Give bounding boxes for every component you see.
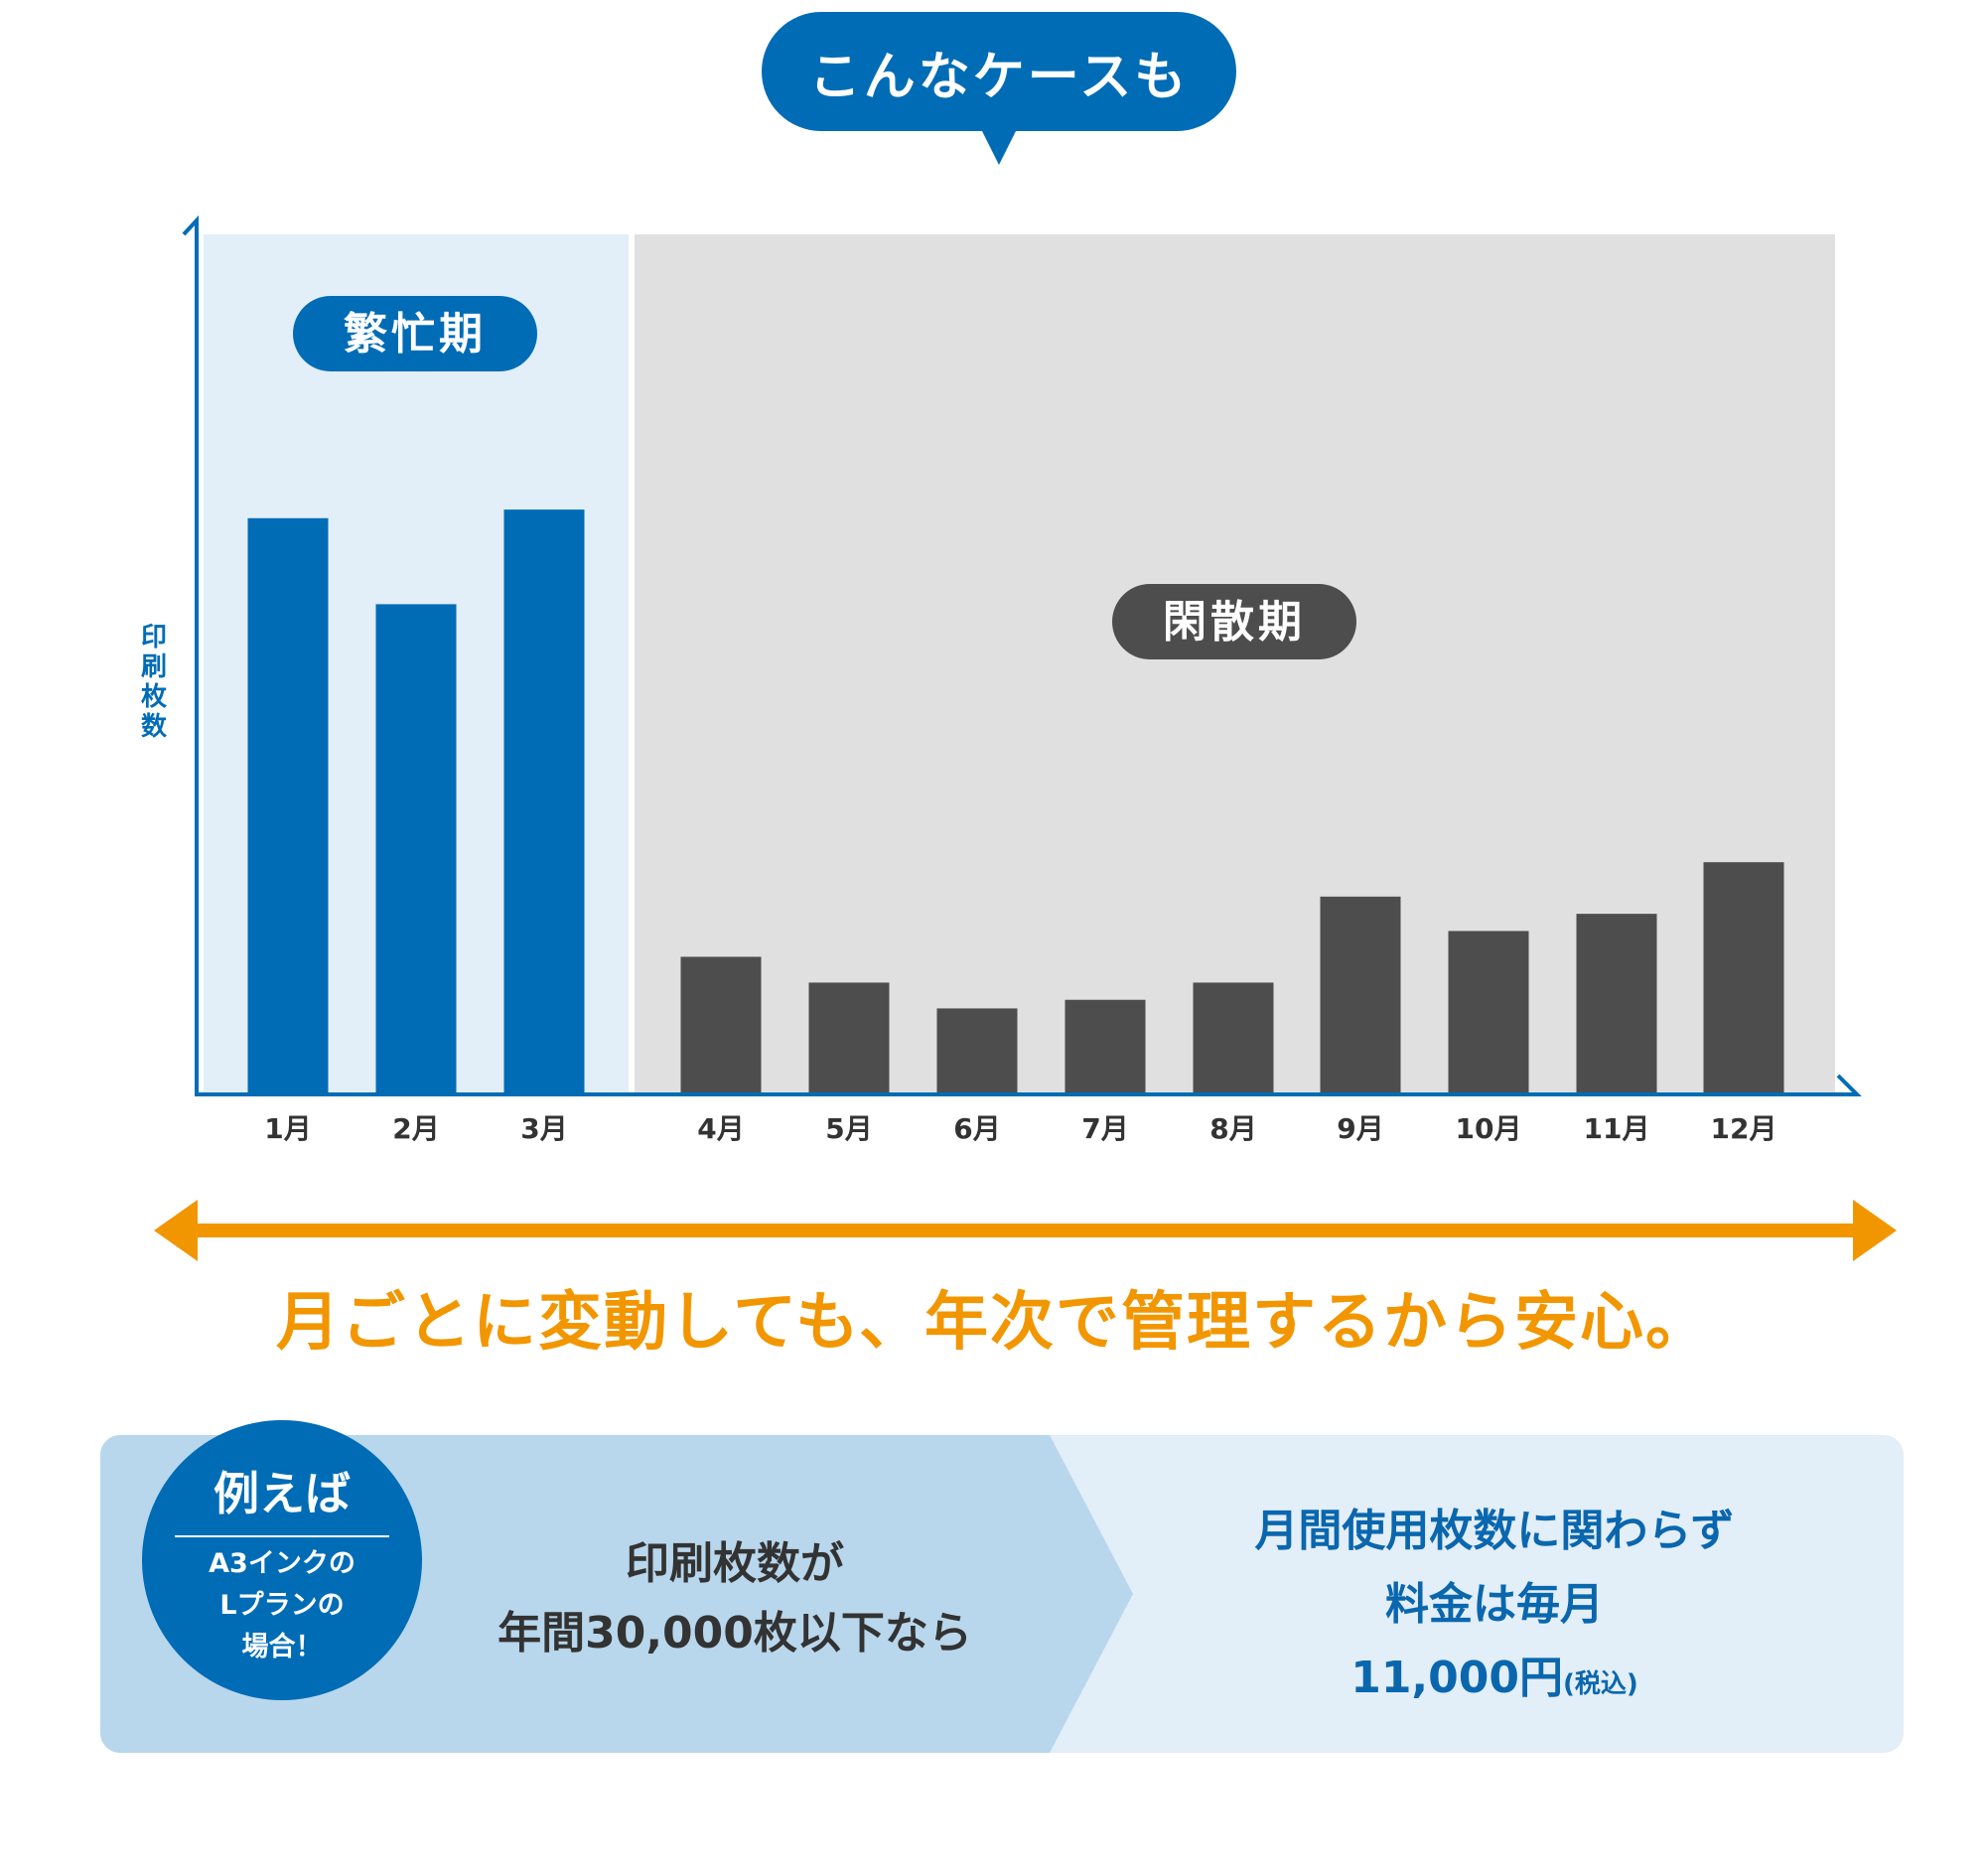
- condition-line: 年間30,000枚以下なら: [497, 1608, 972, 1659]
- bar-8月: [1193, 982, 1274, 1094]
- result-line-1: 月間使用枚数に関わらず: [1254, 1506, 1735, 1556]
- axis-lines: [182, 215, 1862, 1096]
- result-line-2: 料金は毎月: [1385, 1579, 1604, 1630]
- x-tick-label: 12月: [1711, 1112, 1777, 1145]
- bar-5月: [808, 982, 890, 1094]
- x-tick-label: 2月: [392, 1112, 439, 1145]
- example-badge-line: 場合！: [241, 1632, 323, 1662]
- result-tax-note: (税込): [1563, 1669, 1638, 1699]
- header-bubble-tail: [981, 129, 1017, 165]
- bar-7月: [1064, 999, 1146, 1094]
- x-tick-label: 4月: [697, 1112, 744, 1145]
- result-price-row: 11,000円(税込): [1172, 1642, 1817, 1721]
- y-axis-label: 印刷枚数: [141, 623, 168, 742]
- result-price: 11,000円: [1350, 1653, 1563, 1703]
- x-tick-label: 10月: [1456, 1112, 1522, 1145]
- x-tick-label: 9月: [1337, 1112, 1383, 1145]
- example-badge-line: Lプランの: [219, 1590, 345, 1621]
- x-tick-label: 3月: [520, 1112, 567, 1145]
- example-badge-line: A3インクの: [209, 1548, 355, 1579]
- example-badge: 例えば A3インクの Lプランの 場合！: [142, 1420, 422, 1700]
- bar-4月: [680, 956, 762, 1094]
- x-tick-label: 8月: [1209, 1112, 1256, 1145]
- main-message: 月ごとに変動しても、年次で管理するから安心。: [276, 1286, 1711, 1360]
- bar-1月: [247, 517, 329, 1094]
- header-bubble-label: こんなケースも: [808, 47, 1190, 107]
- x-tick-label: 6月: [953, 1112, 1000, 1145]
- example-badge-body: A3インクの Lプランの 場合！: [162, 1543, 402, 1668]
- x-tick-label: 7月: [1081, 1112, 1128, 1145]
- example-condition: 印刷枚数が 年間30,000枚以下なら: [457, 1529, 1013, 1668]
- busy-period-label: 繁忙期: [344, 309, 487, 360]
- bar-2月: [375, 604, 457, 1094]
- busy-period-badge: [293, 296, 537, 371]
- bar-3月: [503, 509, 585, 1094]
- double-arrow-icon: [154, 1200, 1897, 1261]
- bar-6月: [936, 1008, 1018, 1094]
- example-badge-title: 例えば: [175, 1458, 389, 1537]
- header-bubble: こんなケースも: [762, 12, 1236, 131]
- bar-10月: [1448, 931, 1529, 1094]
- condition-line: 印刷枚数が: [626, 1538, 844, 1589]
- bar-9月: [1320, 896, 1401, 1094]
- x-tick-label: 5月: [825, 1112, 872, 1145]
- slow-period-badge: [1112, 584, 1356, 659]
- x-tick-label: 1月: [264, 1112, 311, 1145]
- bar-12月: [1703, 862, 1784, 1094]
- slow-period-label: 閑散期: [1163, 597, 1306, 648]
- x-tick-label: 11月: [1584, 1112, 1650, 1145]
- example-result: 月間使用枚数に関わらず 料金は毎月 11,000円(税込): [1172, 1495, 1817, 1721]
- bar-11月: [1576, 914, 1657, 1094]
